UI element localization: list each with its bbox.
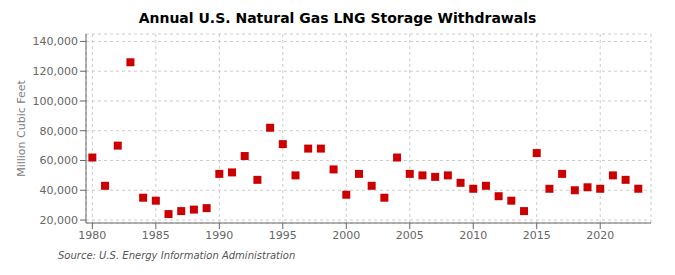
svg-text:2005: 2005 [396,229,424,242]
svg-text:2000: 2000 [332,229,360,242]
svg-text:1995: 1995 [269,229,297,242]
svg-text:20,000: 20,000 [40,214,79,227]
svg-text:80,000: 80,000 [40,125,79,138]
svg-text:1990: 1990 [205,229,233,242]
svg-text:120,000: 120,000 [33,65,79,78]
svg-text:1985: 1985 [142,229,170,242]
svg-text:140,000: 140,000 [33,35,79,48]
svg-text:40,000: 40,000 [40,184,79,197]
svg-text:60,000: 60,000 [40,154,79,167]
svg-text:Million Cubic Feet: Million Cubic Feet [15,79,28,176]
svg-text:1980: 1980 [78,229,106,242]
svg-text:2015: 2015 [523,229,551,242]
html-text:Source: U.S. Energy Informatio: Source: U.S. Energy Information Administ… [58,250,296,261]
svg-text:2010: 2010 [459,229,487,242]
svg-text:2020: 2020 [586,229,614,242]
html-text:Annual U.S. Natural Gas LNG St: Annual U.S. Natural Gas LNG Storage With… [138,10,537,26]
svg-text:100,000: 100,000 [33,95,79,108]
